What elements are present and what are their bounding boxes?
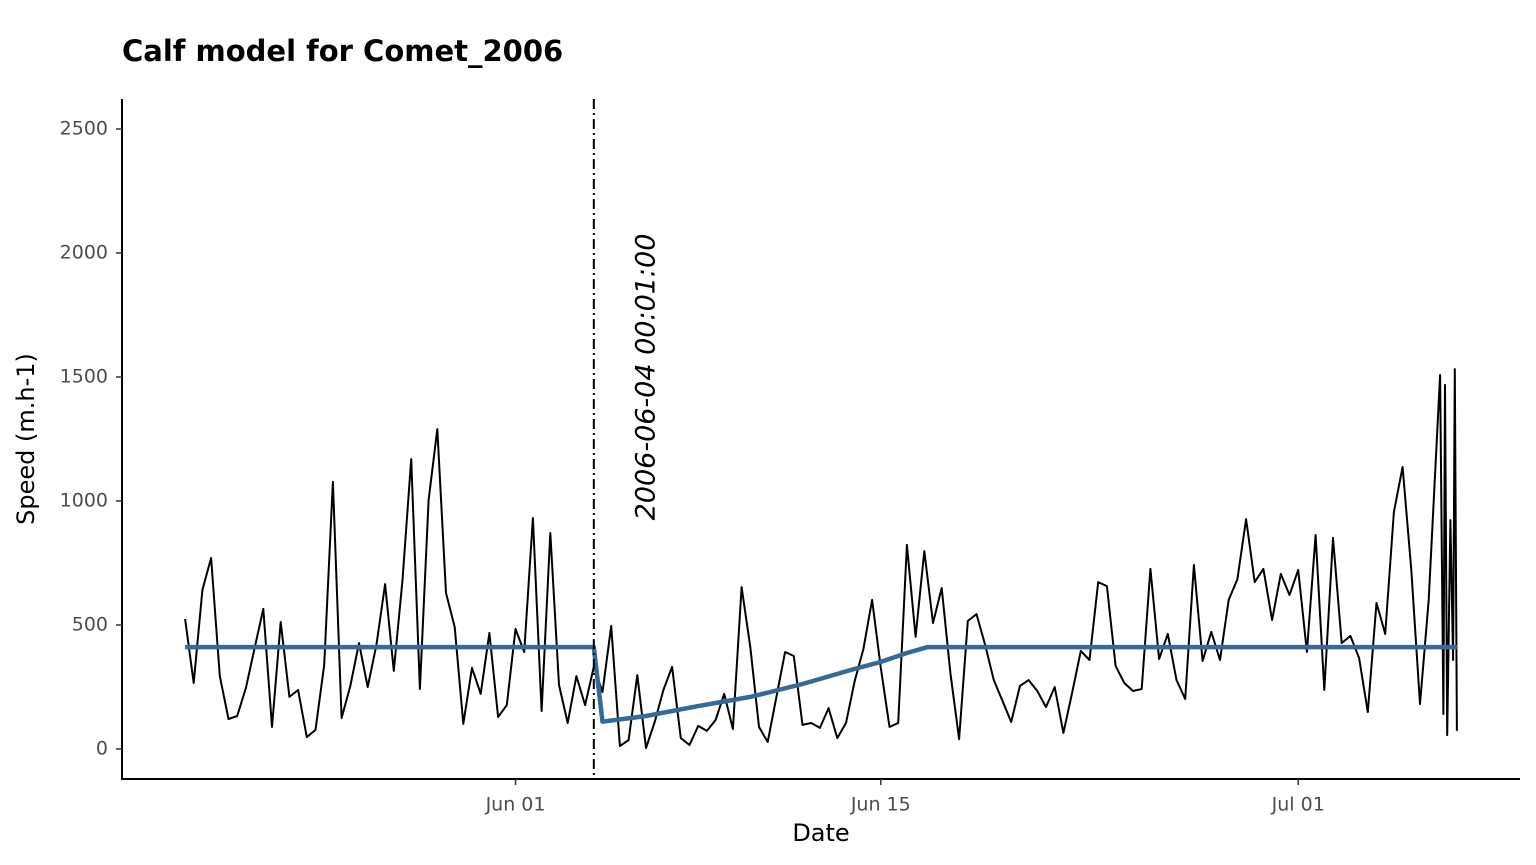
x-axis-title: Date [792,819,849,847]
data-line [185,644,1457,724]
changepoint-label: 2006-06-04 00:01:00 [630,234,661,521]
chart-title: Calf model for Comet_2006 [122,34,563,68]
x-tick-label: Jun 15 [850,794,911,816]
data-line [184,368,1458,749]
y-tick-label: 1000 [60,489,108,511]
y-tick-label: 2500 [60,118,108,140]
y-tick-label: 0 [96,737,108,759]
y-tick-label: 500 [72,613,108,635]
y-tick-label: 1500 [60,366,108,388]
y-axis-title: Speed (m.h-1) [12,353,40,525]
y-tick-label: 2000 [60,242,108,264]
x-tick-label: Jun 01 [485,794,546,816]
x-tick-label: Jul 01 [1271,794,1325,816]
